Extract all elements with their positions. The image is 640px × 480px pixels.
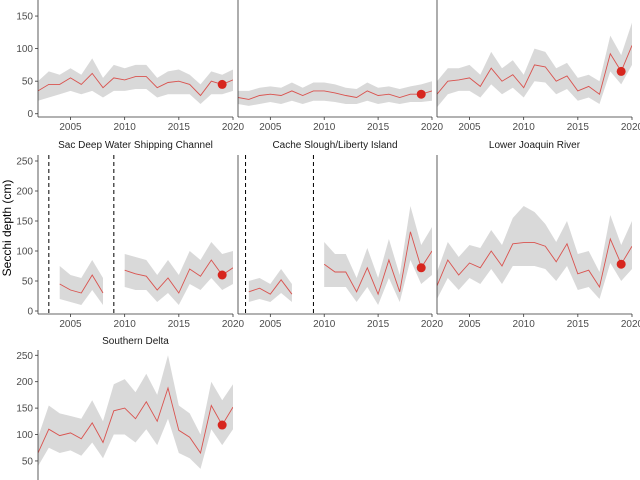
y-tick-label: 100 bbox=[16, 430, 33, 441]
plot-area bbox=[38, 58, 233, 104]
x-tick-label: 2005 bbox=[259, 319, 282, 330]
highlight-point bbox=[416, 89, 426, 99]
y-tick-label: 200 bbox=[16, 377, 33, 388]
x-tick-label: 2020 bbox=[421, 122, 444, 133]
x-tick-label: 2005 bbox=[458, 319, 481, 330]
y-tick-label: 50 bbox=[22, 77, 34, 88]
panel-7: Southern Delta 50 100 150 200 250 bbox=[16, 336, 233, 480]
confidence-ribbon bbox=[248, 269, 292, 302]
y-tick-label: 100 bbox=[16, 247, 33, 258]
y-tick-label: 150 bbox=[16, 217, 33, 228]
x-tick-label: 2020 bbox=[222, 319, 245, 330]
series-line bbox=[38, 72, 233, 97]
plot-area bbox=[437, 206, 632, 299]
plot-area bbox=[245, 155, 432, 314]
plot-area bbox=[48, 155, 233, 314]
confidence-ribbon bbox=[324, 206, 432, 305]
series-line bbox=[59, 274, 104, 294]
x-tick-label: 2010 bbox=[313, 319, 336, 330]
x-tick-label: 2005 bbox=[59, 122, 82, 133]
confidence-ribbon bbox=[59, 260, 103, 305]
x-tick-label: 2020 bbox=[621, 122, 640, 133]
y-tick-label: 50 bbox=[22, 277, 34, 288]
panel-title: Cache Slough/Liberty Island bbox=[272, 140, 397, 151]
x-tick-label: 2015 bbox=[367, 122, 390, 133]
x-tick-label: 2005 bbox=[59, 319, 82, 330]
x-tick-label: 2020 bbox=[222, 122, 245, 133]
x-tick-label: 2010 bbox=[114, 122, 137, 133]
x-tick-label: 2020 bbox=[421, 319, 444, 330]
confidence-ribbon bbox=[124, 242, 233, 305]
plot-area bbox=[238, 81, 432, 106]
panel-6: Lower Joaquin River 2005 2010 2015 2020 bbox=[436, 140, 640, 330]
confidence-ribbon bbox=[38, 355, 233, 469]
panel-2: 2005 2010 2015 2020 bbox=[237, 0, 444, 133]
y-axis-label: Secchi depth (cm) bbox=[0, 180, 14, 277]
x-tick-label: 2020 bbox=[621, 319, 640, 330]
plot-area bbox=[38, 355, 233, 469]
highlight-point bbox=[616, 259, 626, 269]
plot-area bbox=[437, 22, 632, 108]
x-tick-label: 2005 bbox=[458, 122, 481, 133]
x-tick-label: 2010 bbox=[513, 319, 536, 330]
x-tick-label: 2005 bbox=[259, 122, 282, 133]
x-tick-label: 2015 bbox=[567, 122, 590, 133]
y-tick-label: 150 bbox=[16, 12, 33, 23]
series-line bbox=[323, 231, 432, 296]
panel-5: Cache Slough/Liberty Island 2005 2010 2015 2… bbox=[237, 140, 444, 330]
series-line bbox=[238, 90, 432, 100]
panel-title: Sac Deep Water Shipping Channel bbox=[58, 140, 213, 151]
y-tick-label: 0 bbox=[27, 109, 33, 120]
y-tick-label: 100 bbox=[16, 44, 33, 55]
confidence-ribbon bbox=[437, 206, 632, 299]
highlight-point bbox=[217, 79, 227, 89]
highlight-point bbox=[217, 420, 227, 430]
highlight-point bbox=[416, 263, 426, 273]
series-line bbox=[437, 45, 632, 95]
confidence-ribbon bbox=[238, 81, 432, 106]
panel-title: Lower Joaquin River bbox=[489, 140, 581, 151]
series-line bbox=[124, 259, 233, 294]
x-tick-label: 2010 bbox=[513, 122, 536, 133]
highlight-point bbox=[616, 66, 626, 76]
panel-3: 2005 2010 2015 2020 bbox=[436, 0, 640, 133]
y-tick-label: 50 bbox=[22, 456, 34, 467]
y-tick-label: 250 bbox=[16, 157, 33, 168]
y-tick-label: 150 bbox=[16, 404, 33, 415]
x-tick-label: 2010 bbox=[313, 122, 336, 133]
highlight-point bbox=[217, 270, 227, 280]
y-tick-label: 250 bbox=[16, 351, 33, 362]
x-tick-label: 2015 bbox=[367, 319, 390, 330]
panel-1: 0 50 100 150 2005 2010 2015 2020 bbox=[16, 0, 245, 133]
series-line bbox=[437, 237, 632, 289]
x-tick-label: 2010 bbox=[114, 319, 137, 330]
series-line bbox=[38, 386, 233, 455]
y-tick-label: 200 bbox=[16, 187, 33, 198]
x-tick-label: 2015 bbox=[567, 319, 590, 330]
panel-title: Southern Delta bbox=[102, 336, 169, 347]
confidence-ribbon bbox=[38, 58, 233, 104]
panel-4: Sac Deep Water Shipping Channel 0 50 100 150… bbox=[16, 140, 244, 330]
series-line bbox=[248, 279, 293, 295]
x-tick-label: 2015 bbox=[168, 319, 191, 330]
y-tick-label: 0 bbox=[27, 307, 33, 318]
x-tick-label: 2015 bbox=[168, 122, 191, 133]
